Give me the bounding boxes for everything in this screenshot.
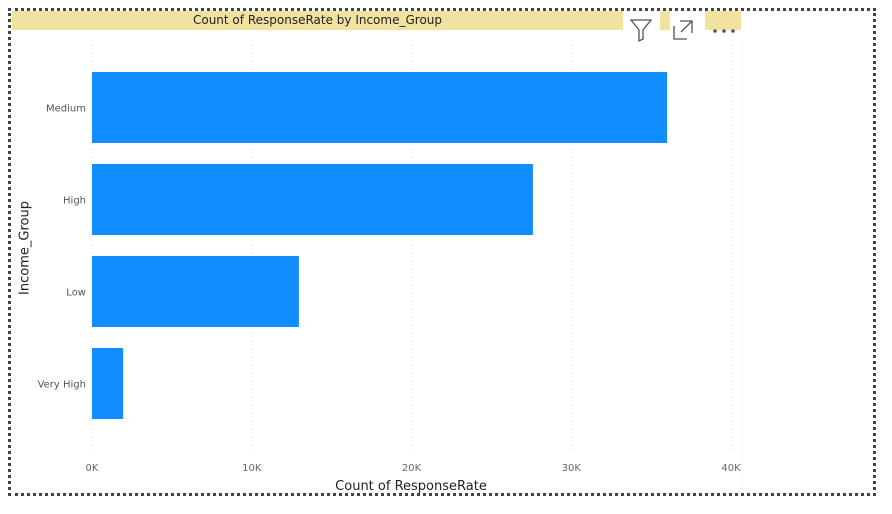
- bar-medium[interactable]: [92, 72, 668, 143]
- bar-very-high[interactable]: [92, 348, 124, 419]
- more-options-icon[interactable]: [711, 17, 737, 43]
- x-axis-title: Count of ResponseRate: [335, 479, 487, 494]
- bar-low[interactable]: [92, 256, 299, 327]
- x-tick-label: 30K: [562, 463, 582, 474]
- bar-high[interactable]: [92, 164, 533, 235]
- chart-title: Count of ResponseRate by Income_Group: [192, 13, 443, 27]
- title-bar-segment: [660, 11, 670, 30]
- title-bar-segment: [705, 11, 741, 30]
- y-tick-label: Very High: [38, 380, 86, 391]
- y-tick-label: Low: [66, 288, 86, 299]
- y-tick-label: High: [63, 196, 86, 207]
- x-tick-label: 0K: [86, 463, 99, 474]
- filter-icon[interactable]: [628, 17, 654, 43]
- title-bar: [12, 11, 623, 30]
- y-axis-title: Income_Group: [17, 201, 33, 295]
- visual-border: [8, 8, 876, 496]
- x-tick-label: 10K: [242, 463, 262, 474]
- y-tick-label: Medium: [46, 104, 86, 115]
- focus-mode-icon[interactable]: [670, 17, 696, 43]
- x-tick-label: 40K: [721, 463, 741, 474]
- x-tick-label: 20K: [402, 463, 422, 474]
